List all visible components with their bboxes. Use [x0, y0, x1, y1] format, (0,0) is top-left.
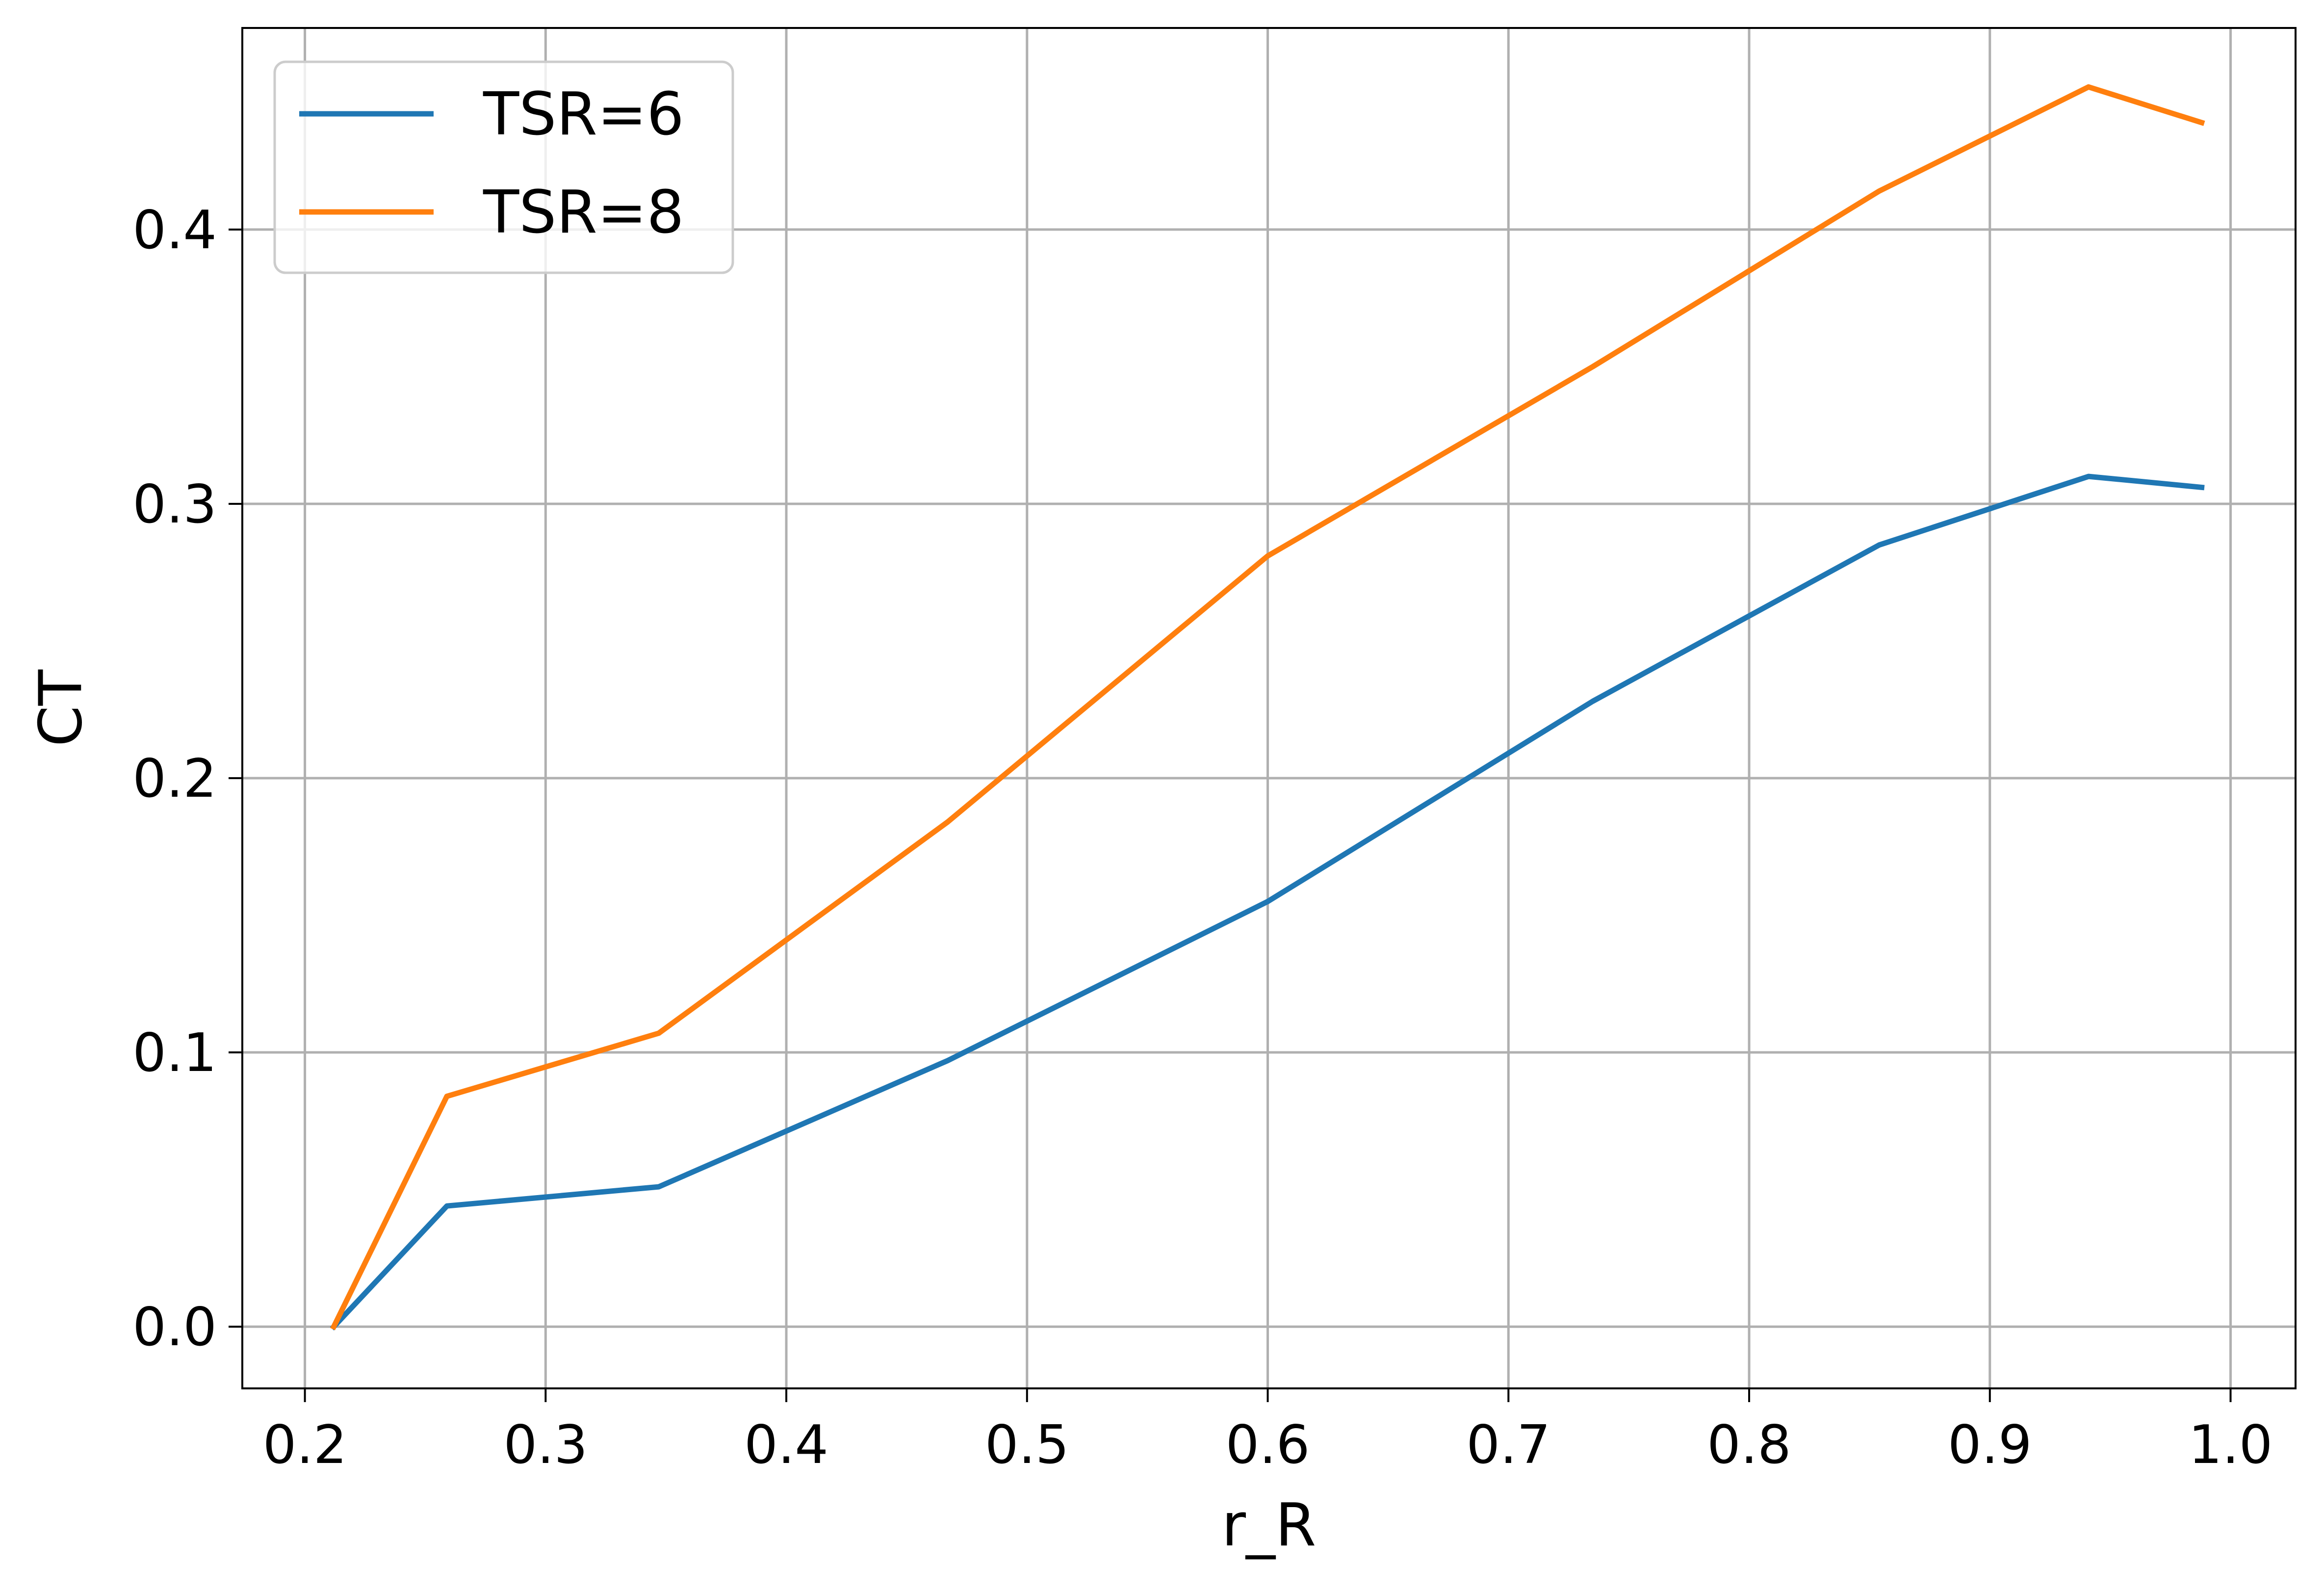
legend-label-1: TSR=8 — [483, 179, 684, 247]
x-tick-label: 0.3 — [503, 1414, 588, 1476]
legend-label-0: TSR=6 — [483, 80, 684, 149]
ticks — [229, 228, 2232, 1402]
plot-frame — [241, 27, 2297, 1389]
y-tick-label: 0.2 — [132, 748, 217, 809]
series-line-1 — [330, 84, 2205, 1330]
x-axis-title: r_R — [1222, 1491, 1317, 1560]
x-tick-label: 0.8 — [1707, 1414, 1791, 1476]
x-tick-label: 0.4 — [744, 1414, 828, 1476]
grid — [242, 28, 2296, 1388]
y-tick-label: 0.4 — [132, 200, 217, 261]
y-axis-title: CT — [27, 669, 96, 747]
series-line-0 — [330, 473, 2205, 1330]
y-tick-label: 0.0 — [132, 1297, 217, 1358]
x-tick-label: 1.0 — [2189, 1414, 2273, 1476]
y-tick-label: 0.1 — [132, 1022, 217, 1084]
tick-labels: 0.2 0.3 0.4 0.5 0.6 0.7 0.8 0.9 1.0 0.0 0.1 0.2 0.3 0… — [132, 200, 2272, 1476]
x-tick-label: 0.9 — [1948, 1414, 2032, 1476]
x-tick-label: 0.7 — [1466, 1414, 1550, 1476]
x-tick-label: 0.6 — [1226, 1414, 1310, 1476]
x-tick-label: 0.5 — [985, 1414, 1069, 1476]
legend: TSR=6 TSR=8 — [273, 60, 734, 274]
y-tick-label: 0.3 — [132, 474, 217, 535]
x-tick-label: 0.2 — [263, 1414, 347, 1476]
series-layer — [330, 84, 2205, 1330]
